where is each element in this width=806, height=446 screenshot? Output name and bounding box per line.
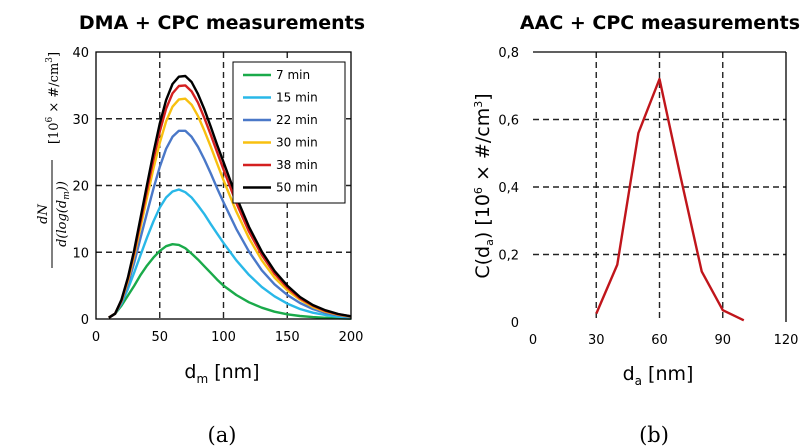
svg-text:[106 × #/cm3]: [106 × #/cm3]: [45, 52, 62, 144]
legend-item: 50 min: [276, 181, 318, 195]
chart-a-x-ticks: 0 50 100 150 200: [92, 330, 364, 345]
x-tick-label: 0: [92, 330, 100, 345]
x-tick-label: 200: [339, 330, 364, 345]
legend-item: 15 min: [276, 91, 318, 105]
chart-a-y-ticks: 0 10 20 30 40: [72, 46, 89, 328]
chart-b: AAC + CPC measurements 0 30 60 90 120 0 0,2 0,…: [472, 12, 800, 446]
y-tick-label: 0,6: [498, 114, 519, 129]
y-tick-label: 0,8: [498, 46, 519, 61]
chart-b-title: AAC + CPC measurements: [520, 12, 800, 34]
x-tick-label: 60: [651, 333, 668, 348]
x-tick-label: 0: [529, 333, 537, 348]
y-tick-label: 0: [81, 313, 89, 328]
y-tick-label: 10: [72, 246, 89, 261]
series-line-50-min: [108, 74, 352, 319]
chart-a-plot-frame: [95, 51, 352, 320]
x-tick-label: 90: [714, 333, 731, 348]
legend-item: 38 min: [276, 158, 318, 172]
series-line-22-min: [108, 129, 352, 319]
series-line-concentration: [595, 77, 745, 322]
y-tick-label: 30: [72, 113, 89, 128]
chart-a-legend: 7 min 15 min 22 min 30 min 38 min 50 min: [232, 61, 346, 204]
chart-b-axes: [533, 51, 787, 322]
x-tick-label: 120: [774, 333, 799, 348]
panel-b-label: (b): [639, 423, 669, 446]
chart-a-x-label: dm [nm]: [184, 361, 259, 386]
x-tick-label: 100: [211, 330, 236, 345]
chart-b-y-ticks: 0 0,2 0,4 0,6 0,8: [498, 46, 519, 331]
legend-box: [232, 61, 346, 204]
svg-text:d(log(dm)): d(log(dm)): [55, 181, 72, 247]
y-tick-label: 0: [511, 316, 519, 331]
chart-b-y-label: C(da) [106 × #/cm3]: [472, 93, 496, 278]
legend-item: 22 min: [276, 113, 318, 127]
chart-a: DMA + CPC measurements 0 50 100 150 200 0 10 2…: [36, 12, 365, 446]
y-tick-label: 0,2: [498, 249, 519, 264]
chart-b-x-ticks: 0 30 60 90 120: [529, 333, 799, 348]
series-line-15-min: [108, 188, 352, 319]
chart-a-y-label: dN d(log(dm)) [106 × #/cm3]: [36, 52, 72, 268]
series-line-7-min: [108, 242, 352, 320]
x-tick-label: 150: [275, 330, 300, 345]
x-tick-label: 50: [151, 330, 168, 345]
svg-text:dN: dN: [36, 204, 51, 224]
chart-a-title: DMA + CPC measurements: [79, 12, 365, 34]
y-tick-label: 40: [72, 46, 89, 61]
y-tick-label: 0,4: [498, 181, 519, 196]
panel-a-label: (a): [208, 423, 237, 446]
legend-item: 30 min: [276, 136, 318, 150]
y-tick-label: 20: [72, 180, 89, 195]
chart-b-series: [595, 77, 745, 322]
chart-a-series: [108, 74, 352, 320]
chart-b-grid: [533, 52, 786, 322]
x-tick-label: 30: [588, 333, 605, 348]
chart-b-x-label: da [nm]: [623, 363, 694, 388]
legend-item: 7 min: [276, 68, 310, 82]
